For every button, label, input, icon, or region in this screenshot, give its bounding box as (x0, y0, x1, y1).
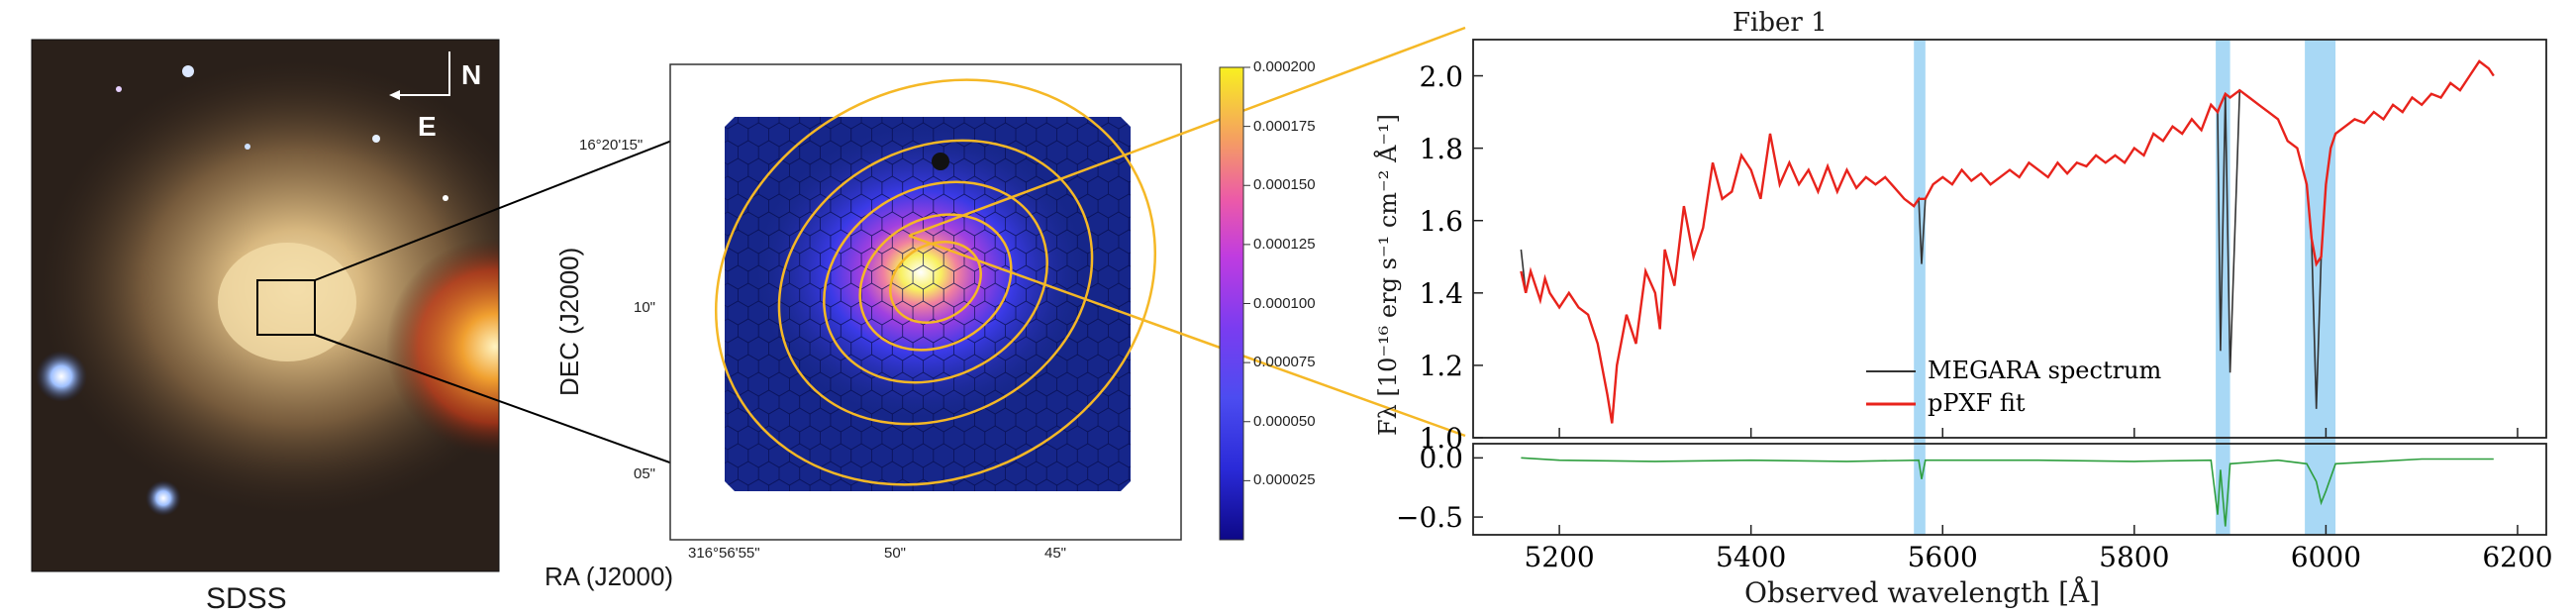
spectrum-ytick-label: 1.4 (1419, 276, 1463, 310)
spectrum-ytick-label: 2.0 (1419, 59, 1463, 93)
compass-arrow-icon (389, 90, 400, 100)
spectrum-ytick-label: 1.8 (1419, 132, 1463, 165)
map-ytick: 16°20'15" (579, 137, 644, 154)
colorbar-tick-label: 0.000125 (1253, 235, 1316, 253)
residual-axes-frame (1472, 443, 2547, 536)
residual-ytick-label: 0.0 (1419, 442, 1463, 475)
hex-cell (912, 478, 935, 491)
legend-label-ppxf: pPXF fit (1928, 389, 2026, 417)
colorbar-tick-label: 0.000100 (1253, 294, 1316, 312)
fiber-line-top (908, 26, 1466, 238)
compass-east-label: E (418, 111, 437, 142)
hex-cell (1076, 478, 1099, 491)
hex-cell (747, 478, 769, 491)
colorbar-tick-label: 0.000200 (1253, 58, 1316, 75)
spectrum-xlabel: Observed wavelength [Å] (1744, 576, 2101, 609)
hex-cell (891, 478, 914, 491)
map-ytick: 10" (634, 299, 656, 316)
spectrum-ytick-label: 1.6 (1419, 204, 1463, 238)
zoom-line-top (314, 118, 729, 281)
sdss-frame (31, 39, 500, 572)
spectrum-ytick-label: 1.2 (1419, 349, 1463, 382)
hex-cell (1036, 478, 1057, 491)
spectrum-xtick-label: 6000 (2290, 541, 2362, 573)
sdss-image (32, 40, 499, 571)
spectrum-title: Fiber 1 (1733, 8, 1828, 38)
zoom-line-bottom (314, 334, 729, 484)
hex-cell (1097, 478, 1120, 491)
map-xlabel: RA (J2000) (545, 562, 674, 591)
spectrum-xtick-label: 5200 (1524, 541, 1595, 573)
colorbar-tick-label: 0.000050 (1253, 412, 1316, 430)
spectrum-axes-frame (1472, 39, 2547, 439)
hex-cell (830, 478, 852, 491)
hex-cell (1118, 478, 1131, 491)
spectrum-xtick-label: 5800 (2099, 541, 2170, 573)
spectrum-xtick-label: 6200 (2482, 541, 2553, 573)
hex-cell (994, 478, 1017, 491)
colorbar-ticks (1243, 66, 1250, 481)
compass-icon (396, 51, 450, 96)
series-residual (1521, 457, 2494, 527)
map-xtick: 50" (884, 545, 907, 562)
series-ppxf-fit (1520, 59, 2495, 424)
legend-label-megara: MEGARA spectrum (1928, 357, 2162, 384)
hex-cell (974, 478, 996, 491)
colorbar-tick-label: 0.000025 (1253, 471, 1316, 489)
hex-cell (1015, 478, 1038, 491)
map-ytick: 05" (634, 465, 656, 482)
sdss-panel (31, 39, 729, 572)
map-xtick: 316°56'55" (688, 545, 760, 562)
hex-cell (809, 478, 832, 491)
compass-north-label: N (461, 59, 482, 90)
spectrum-ytick-label: 1.0 (1419, 422, 1463, 455)
hex-cell (953, 478, 975, 491)
hex-cell (1056, 478, 1078, 491)
hex-cell (727, 478, 749, 491)
fiber-line-bottom (908, 234, 1466, 438)
spectrum-xtick-label: 5400 (1716, 541, 1787, 573)
marker-dot (932, 153, 949, 170)
contours (714, 78, 1157, 486)
zoom-box (256, 279, 316, 336)
hex-cell (933, 478, 954, 491)
residual-ytick-label: −0.5 (1396, 501, 1463, 535)
map-xtick: 45" (1044, 545, 1067, 562)
hex-cell (768, 478, 790, 491)
masked-region (1914, 40, 1926, 535)
colorbar-tick-label: 0.000150 (1253, 176, 1316, 194)
hex-cell (789, 478, 811, 491)
hex-cell (871, 478, 893, 491)
colorbar-tick-label: 0.000175 (1253, 117, 1316, 135)
spectrum-xtick-label: 5600 (1907, 541, 1978, 573)
colorbar-tick-label: 0.000075 (1253, 354, 1316, 371)
